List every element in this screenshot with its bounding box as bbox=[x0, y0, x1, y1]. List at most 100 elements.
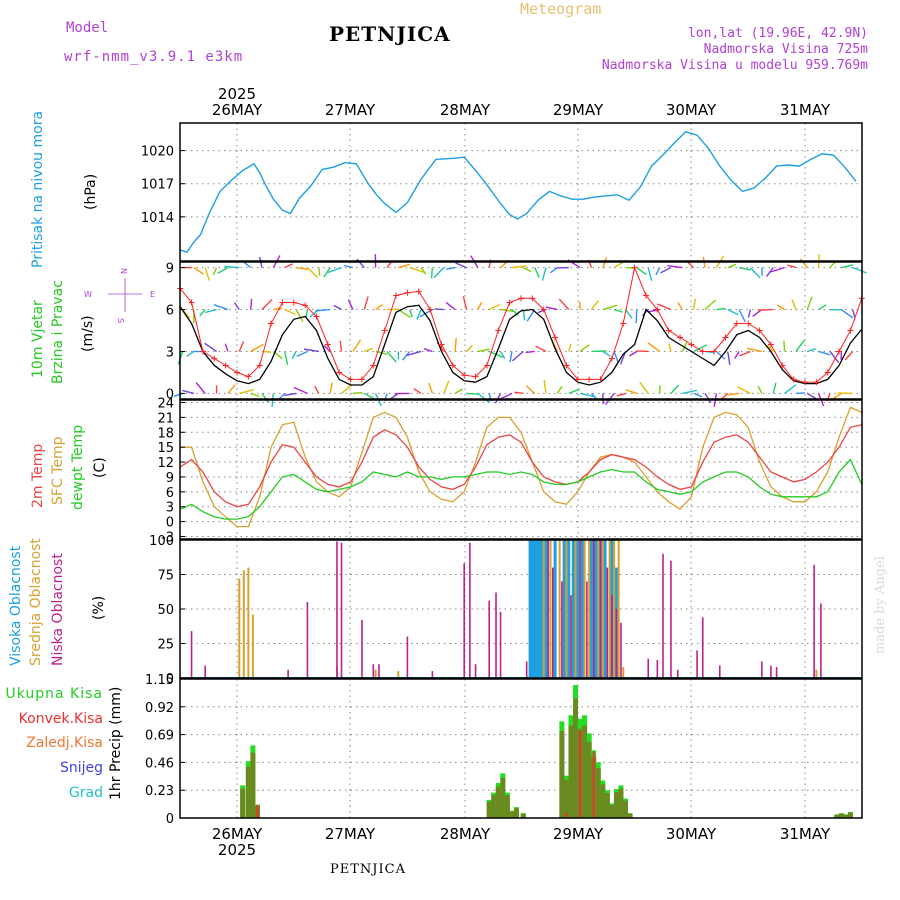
wind-arrow bbox=[243, 261, 252, 269]
wind-arrow bbox=[199, 309, 206, 317]
ytick-label: 100 bbox=[149, 534, 174, 549]
wind-arrow bbox=[341, 383, 353, 394]
panel-frame bbox=[179, 399, 863, 540]
panel-frame bbox=[179, 261, 863, 400]
wind-arrow bbox=[212, 267, 218, 276]
high-cloud-bar bbox=[537, 540, 541, 678]
wind-arrow bbox=[443, 380, 450, 394]
wind-arrow bbox=[233, 302, 240, 310]
wind-arrow bbox=[783, 340, 786, 352]
legend-freezing-rain: Zaledj.Kisa bbox=[26, 735, 103, 751]
gust-marker bbox=[279, 299, 286, 306]
ytick-label: 1017 bbox=[141, 178, 174, 193]
wind-arrow bbox=[466, 392, 479, 395]
low-cloud-bar bbox=[606, 567, 609, 678]
wind-arrow bbox=[306, 267, 319, 278]
gust-marker bbox=[358, 376, 365, 383]
ytick-label: 15 bbox=[157, 441, 174, 456]
ytick-label: 3 bbox=[166, 501, 174, 516]
wind-arrow bbox=[795, 339, 805, 352]
low-cloud-bar bbox=[552, 567, 554, 678]
wind-arrow bbox=[533, 267, 540, 278]
wind-arrow bbox=[409, 266, 424, 273]
ytick-label: 0 bbox=[166, 387, 174, 402]
wind-arrow bbox=[522, 266, 532, 273]
compass-south: S bbox=[116, 318, 125, 323]
mid-cloud-bar bbox=[565, 540, 568, 678]
low-cloud-bar bbox=[547, 540, 550, 678]
gust-marker bbox=[472, 373, 479, 380]
wind-arrow bbox=[526, 309, 536, 322]
wind-arrow bbox=[636, 267, 647, 276]
wind-arrow bbox=[477, 348, 490, 353]
year-label-bottom: 2025 bbox=[218, 841, 256, 859]
stratiform-precip-bar bbox=[834, 814, 840, 818]
stratiform-precip-bar bbox=[582, 725, 588, 818]
high-cloud-bar bbox=[544, 540, 548, 678]
mid-cloud-bar bbox=[613, 540, 616, 678]
low-cloud-bar bbox=[525, 661, 528, 678]
gust-marker bbox=[461, 372, 468, 379]
stratiform-precip-bar bbox=[504, 795, 510, 818]
wind-arrow bbox=[704, 393, 712, 404]
wind-arrow bbox=[613, 308, 623, 313]
ytick-label: 0.92 bbox=[145, 701, 174, 716]
xtick-label-bottom: 26MAY bbox=[212, 825, 263, 843]
wind-arrow bbox=[186, 350, 195, 357]
wind-arrow bbox=[693, 392, 703, 398]
xtick-label-top: 28MAY bbox=[440, 101, 491, 119]
wind-arrow bbox=[465, 344, 473, 352]
legend-total-rain: Ukupna Kisa bbox=[5, 686, 103, 702]
stratiform-precip-bar bbox=[568, 725, 574, 818]
low-cloud-bar bbox=[372, 664, 375, 678]
wind-arrow bbox=[250, 392, 260, 397]
mid-cloud-bar bbox=[574, 540, 577, 678]
gust-marker bbox=[677, 334, 684, 341]
stratiform-precip-bar bbox=[245, 766, 251, 818]
wind-arrow bbox=[738, 266, 751, 271]
wind-arrow bbox=[841, 264, 854, 269]
wind-arrow bbox=[660, 266, 672, 274]
high-cloud-bar bbox=[535, 540, 539, 678]
compass-west: W bbox=[84, 290, 92, 299]
model-elevation-label: Nadmorska Visina u modelu 959.769m bbox=[601, 58, 868, 73]
wind-arrow bbox=[818, 350, 831, 356]
stratiform-precip-bar bbox=[613, 791, 619, 818]
wind-arrow bbox=[291, 351, 297, 360]
wind-arrow bbox=[284, 392, 297, 397]
gust-marker bbox=[256, 362, 263, 369]
stratiform-precip-bar bbox=[618, 788, 624, 818]
wind-arrow bbox=[352, 339, 362, 352]
wind-arrow bbox=[765, 267, 774, 277]
wind-arrow bbox=[852, 309, 856, 318]
wind-arrow bbox=[509, 351, 513, 363]
stratiform-precip-bar bbox=[513, 808, 519, 818]
wind-arrow bbox=[454, 337, 457, 352]
wind-arrow bbox=[284, 308, 296, 315]
gust-marker bbox=[733, 320, 740, 327]
wind-arrow bbox=[323, 345, 331, 352]
gust-marker bbox=[779, 362, 786, 369]
stratiform-precip-bar bbox=[509, 811, 515, 818]
ytick-label: 0 bbox=[166, 516, 174, 531]
gust-marker bbox=[268, 320, 275, 327]
wind-arrow bbox=[602, 304, 618, 311]
low-cloud-bar bbox=[190, 631, 193, 678]
conv-precip-bar bbox=[579, 730, 582, 818]
high-cloud-bar bbox=[594, 540, 598, 678]
wind-arrow bbox=[535, 345, 547, 353]
gust-marker bbox=[404, 289, 411, 296]
gust-marker bbox=[438, 341, 445, 348]
wind-arrow bbox=[568, 343, 572, 352]
gust-marker bbox=[552, 334, 559, 341]
coords-label: lon,lat (19.96E, 42.9N) bbox=[687, 26, 868, 41]
compass-east: E bbox=[150, 290, 155, 299]
wind-arrow bbox=[758, 308, 774, 311]
wind-arrow bbox=[204, 267, 210, 281]
wind-arrow bbox=[636, 350, 649, 353]
wind-arrow bbox=[655, 267, 661, 276]
wind-arrow bbox=[784, 384, 797, 394]
wind-compass: N E S W bbox=[84, 268, 155, 323]
wind-arrow bbox=[284, 263, 294, 269]
panel-frame bbox=[179, 122, 863, 262]
